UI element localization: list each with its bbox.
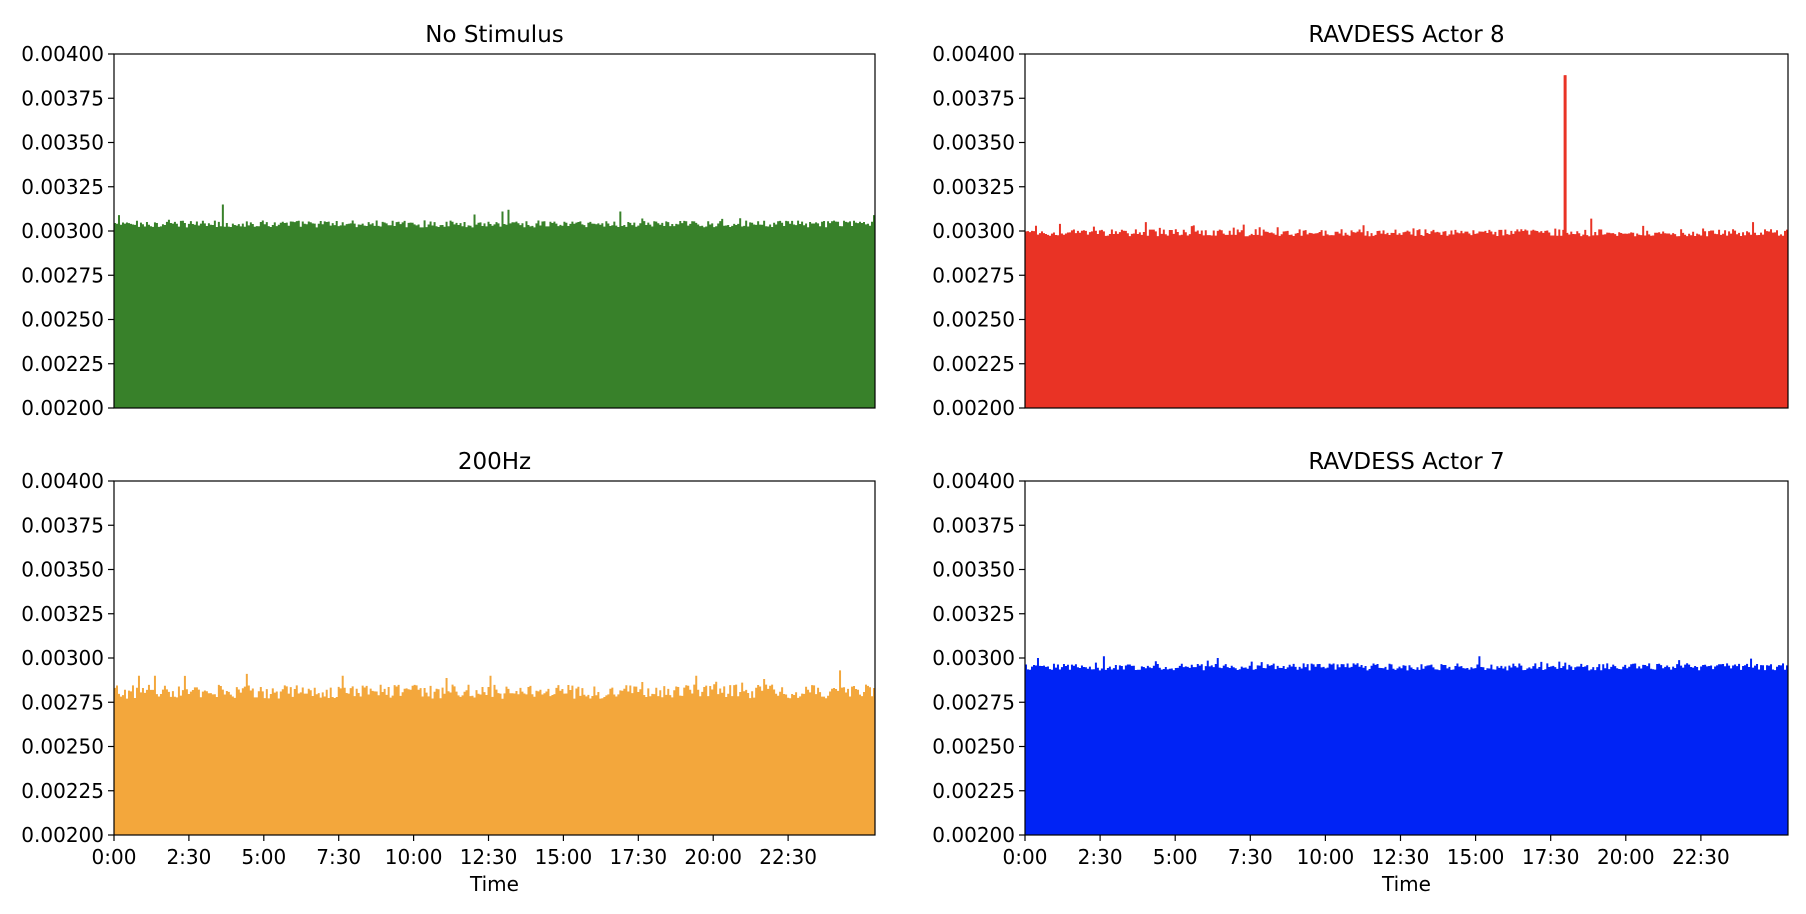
y-tick-label: 0.00300 (21, 219, 104, 243)
y-tick-label: 0.00350 (21, 131, 104, 155)
series-area (114, 204, 875, 408)
y-tick-label: 0.00375 (932, 513, 1015, 537)
subplot-top-right: 0.00200 0.00225 0.00250 0.00275 0.00300 0.003… (932, 22, 1789, 420)
x-tick-label: 2:30 (1078, 845, 1123, 869)
series-area (1025, 656, 1788, 835)
y-tick-label: 0.00400 (932, 469, 1015, 493)
x-tick-label: 15:00 (1447, 845, 1505, 869)
y-tick-label: 0.00200 (21, 823, 104, 847)
subplot-top-left: 0.00200 0.00225 0.00250 0.00275 0.00300 0.003… (21, 22, 876, 420)
y-tick-label: 0.00275 (21, 263, 104, 287)
x-tick-label: 0:00 (92, 845, 137, 869)
y-tick-label: 0.00375 (21, 86, 104, 110)
subplot-title: RAVDESS Actor 7 (1308, 449, 1504, 475)
x-tick-label: 17:30 (1522, 845, 1580, 869)
y-tick-label: 0.00225 (932, 352, 1015, 376)
y-tick-label: 0.00400 (21, 42, 104, 66)
y-tick-label: 0.00325 (932, 602, 1015, 626)
y-tick-label: 0.00275 (932, 690, 1015, 714)
x-tick-label: 5:00 (1153, 845, 1198, 869)
y-tick-label: 0.00375 (21, 513, 104, 537)
y-tick-label: 0.00400 (21, 469, 104, 493)
y-tick-label: 0.00200 (932, 823, 1015, 847)
y-tick-label: 0.00250 (932, 308, 1015, 332)
x-tick-label: 12:30 (460, 845, 518, 869)
y-tick-label: 0.00325 (21, 602, 104, 626)
y-tick-label: 0.00350 (932, 558, 1015, 582)
y-tick-label: 0.00250 (932, 735, 1015, 759)
y-tick-label: 0.00350 (932, 131, 1015, 155)
x-tick-label: 20:00 (684, 845, 742, 869)
x-tick-label: 0:00 (1003, 845, 1048, 869)
x-tick-label: 17:30 (609, 845, 667, 869)
x-tick-label: 7:30 (1228, 845, 1273, 869)
subplot-title: No Stimulus (425, 22, 564, 48)
x-tick-label: 10:00 (1297, 845, 1355, 869)
subplot-bottom-left: 0.00200 0.00225 0.00250 0.00275 0.00300 0.003… (21, 449, 876, 896)
y-tick-label: 0.00325 (932, 175, 1015, 199)
x-tick-label: 5:00 (241, 845, 286, 869)
y-tick-label: 0.00275 (932, 263, 1015, 287)
y-tick-label: 0.00400 (932, 42, 1015, 66)
x-tick-label: 20:00 (1597, 845, 1655, 869)
y-tick-label: 0.00225 (932, 779, 1015, 803)
y-tick-label: 0.00350 (21, 558, 104, 582)
y-tick-label: 0.00225 (21, 352, 104, 376)
y-tick-label: 0.00375 (932, 86, 1015, 110)
x-tick-label: 7:30 (316, 845, 361, 869)
series-area (114, 670, 875, 835)
y-tick-label: 0.00200 (932, 396, 1015, 420)
x-tick-label: 15:00 (535, 845, 593, 869)
y-tick-label: 0.00325 (21, 175, 104, 199)
x-tick-label: 2:30 (166, 845, 211, 869)
y-tick-label: 0.00225 (21, 779, 104, 803)
x-axis-label: Time (469, 872, 519, 896)
y-tick-label: 0.00200 (21, 396, 104, 420)
x-axis-label: Time (1381, 872, 1431, 896)
y-tick-label: 0.00250 (21, 308, 104, 332)
y-tick-label: 0.00250 (21, 735, 104, 759)
y-tick-label: 0.00300 (932, 646, 1015, 670)
x-tick-label: 22:30 (759, 845, 817, 869)
x-tick-label: 12:30 (1372, 845, 1430, 869)
y-tick-label: 0.00300 (21, 646, 104, 670)
y-tick-label: 0.00300 (932, 219, 1015, 243)
series-area (1025, 75, 1788, 408)
subplot-bottom-right: 0.00200 0.00225 0.00250 0.00275 0.00300 0.003… (932, 449, 1789, 896)
subplot-title: 200Hz (458, 449, 531, 475)
subplot-title: RAVDESS Actor 8 (1308, 22, 1504, 48)
x-tick-label: 22:30 (1672, 845, 1730, 869)
x-tick-label: 10:00 (385, 845, 443, 869)
y-tick-label: 0.00275 (21, 690, 104, 714)
